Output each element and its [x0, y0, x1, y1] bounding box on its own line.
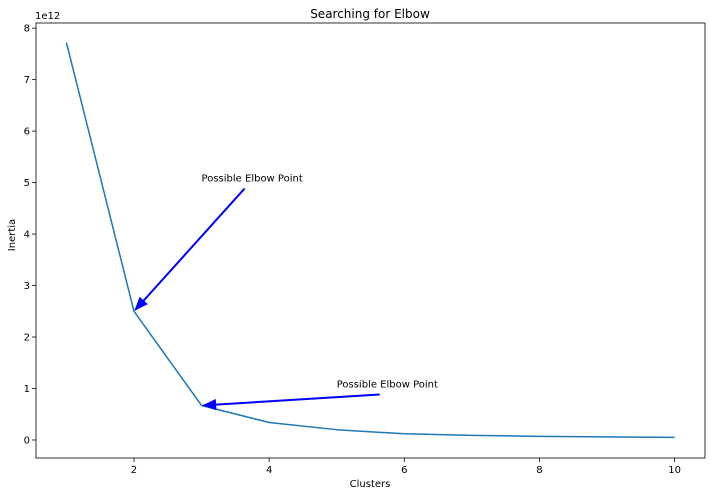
- y-tick-label: 6: [24, 127, 30, 138]
- annotation-label: Possible Elbow Point: [202, 174, 303, 185]
- x-tick-label: 10: [668, 465, 681, 476]
- y-tick-label: 4: [24, 230, 30, 241]
- y-scale-offset-label: 1e12: [35, 11, 60, 22]
- x-tick-label: 6: [401, 465, 407, 476]
- x-tick-label: 2: [131, 465, 137, 476]
- annotation-arrow: [202, 393, 380, 411]
- x-axis-label: Clusters: [350, 479, 391, 490]
- x-tick-label: 4: [266, 465, 272, 476]
- y-tick-label: 5: [24, 178, 30, 189]
- y-tick-label: 3: [24, 281, 30, 292]
- y-tick-label: 8: [24, 24, 30, 35]
- y-tick-label: 0: [24, 435, 30, 446]
- annotation-arrow: [134, 187, 246, 311]
- y-tick-label: 7: [24, 75, 30, 86]
- x-tick-label: 8: [536, 465, 542, 476]
- y-tick-label: 2: [24, 333, 30, 344]
- inertia-series-line: [65, 42, 675, 439]
- y-axis-label: Inertia: [7, 219, 18, 251]
- annotation-label: Possible Elbow Point: [337, 380, 438, 391]
- chart-title: Searching for Elbow: [310, 7, 430, 21]
- y-tick-label: 1: [24, 384, 30, 395]
- plot-frame: [35, 22, 706, 459]
